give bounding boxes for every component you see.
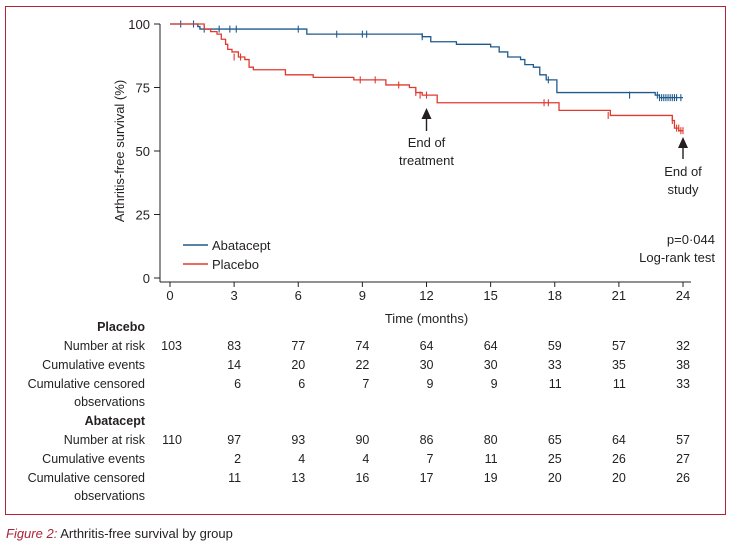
table-cell: 20 (522, 470, 562, 486)
table-cell: 103 (142, 338, 182, 354)
end-treatment-label: End of (408, 135, 446, 150)
table-cell: 26 (586, 451, 626, 467)
table-cell: 13 (265, 470, 305, 486)
table-row-label: Cumulative events (0, 451, 145, 467)
x-tick-label: 24 (676, 288, 690, 303)
x-tick-label: 3 (231, 288, 238, 303)
table-cell: 20 (265, 357, 305, 373)
table-cell: 57 (586, 338, 626, 354)
x-tick-label: 18 (548, 288, 562, 303)
table-cell: 74 (329, 338, 369, 354)
legend-label-abatacept: Abatacept (212, 238, 271, 253)
caption-label: Figure 2: (6, 526, 57, 541)
series-line-abatacept (170, 24, 683, 98)
table-cell: 86 (394, 432, 434, 448)
table-row-label: Number at risk (0, 432, 145, 448)
x-tick-label: 21 (612, 288, 626, 303)
table-cell: 9 (458, 376, 498, 392)
y-tick-label: 0 (143, 271, 150, 286)
legend-label-placebo: Placebo (212, 257, 259, 272)
table-cell: 64 (586, 432, 626, 448)
table-group-title: Placebo (0, 319, 145, 335)
end-study-arrow-head (678, 137, 688, 148)
end-treatment-arrow-head (422, 108, 432, 119)
table-cell: 97 (201, 432, 241, 448)
table-cell: 22 (329, 357, 369, 373)
end-treatment-label: treatment (399, 153, 454, 168)
table-cell: 7 (329, 376, 369, 392)
table-cell: 17 (394, 470, 434, 486)
table-cell: 32 (650, 338, 690, 354)
table-cell: 33 (650, 376, 690, 392)
table-cell: 19 (458, 470, 498, 486)
table-cell: 27 (650, 451, 690, 467)
table-cell: 20 (586, 470, 626, 486)
y-axis-label: Arthritis-free survival (%) (112, 80, 127, 222)
table-cell: 64 (458, 338, 498, 354)
table-cell: 4 (329, 451, 369, 467)
table-cell: 7 (394, 451, 434, 467)
table-cell: 6 (201, 376, 241, 392)
table-cell: 83 (201, 338, 241, 354)
figure-caption: Figure 2: Arthritis-free survival by gro… (6, 526, 233, 541)
table-cell: 9 (394, 376, 434, 392)
p-value-label: p=0·044 (667, 232, 715, 247)
table-cell: 59 (522, 338, 562, 354)
y-tick-label: 25 (136, 208, 150, 223)
table-cell: 11 (522, 376, 562, 392)
table-cell: 11 (586, 376, 626, 392)
table-cell: 64 (394, 338, 434, 354)
x-tick-label: 15 (483, 288, 497, 303)
table-row-label: Cumulative censored (0, 376, 145, 392)
end-study-label: End of (664, 164, 702, 179)
table-cell: 77 (265, 338, 305, 354)
table-cell: 80 (458, 432, 498, 448)
caption-text: Arthritis-free survival by group (57, 526, 233, 541)
table-cell: 33 (522, 357, 562, 373)
table-row-label: Cumulative events (0, 357, 145, 373)
x-axis-label: Time (months) (385, 311, 468, 326)
table-row-label: Number at risk (0, 338, 145, 354)
x-tick-label: 12 (419, 288, 433, 303)
table-row-label: observations (0, 394, 145, 410)
table-row-label: observations (0, 488, 145, 504)
table-cell: 11 (201, 470, 241, 486)
table-cell: 30 (394, 357, 434, 373)
table-group-title: Abatacept (0, 413, 145, 429)
table-cell: 38 (650, 357, 690, 373)
table-cell: 35 (586, 357, 626, 373)
table-cell: 14 (201, 357, 241, 373)
y-tick-label: 75 (136, 81, 150, 96)
table-cell: 26 (650, 470, 690, 486)
y-tick-label: 100 (128, 17, 150, 32)
table-cell: 4 (265, 451, 305, 467)
y-tick-label: 50 (136, 144, 150, 159)
table-cell: 2 (201, 451, 241, 467)
table-cell: 6 (265, 376, 305, 392)
x-tick-label: 0 (166, 288, 173, 303)
table-cell: 90 (329, 432, 369, 448)
table-cell: 65 (522, 432, 562, 448)
table-cell: 11 (458, 451, 498, 467)
table-cell: 16 (329, 470, 369, 486)
test-label: Log-rank test (639, 250, 715, 265)
table-cell: 25 (522, 451, 562, 467)
table-row-label: Cumulative censored (0, 470, 145, 486)
table-cell: 110 (142, 432, 182, 448)
table-cell: 30 (458, 357, 498, 373)
table-cell: 57 (650, 432, 690, 448)
table-cell: 93 (265, 432, 305, 448)
end-study-label: study (667, 182, 699, 197)
x-tick-label: 6 (295, 288, 302, 303)
x-tick-label: 9 (359, 288, 366, 303)
